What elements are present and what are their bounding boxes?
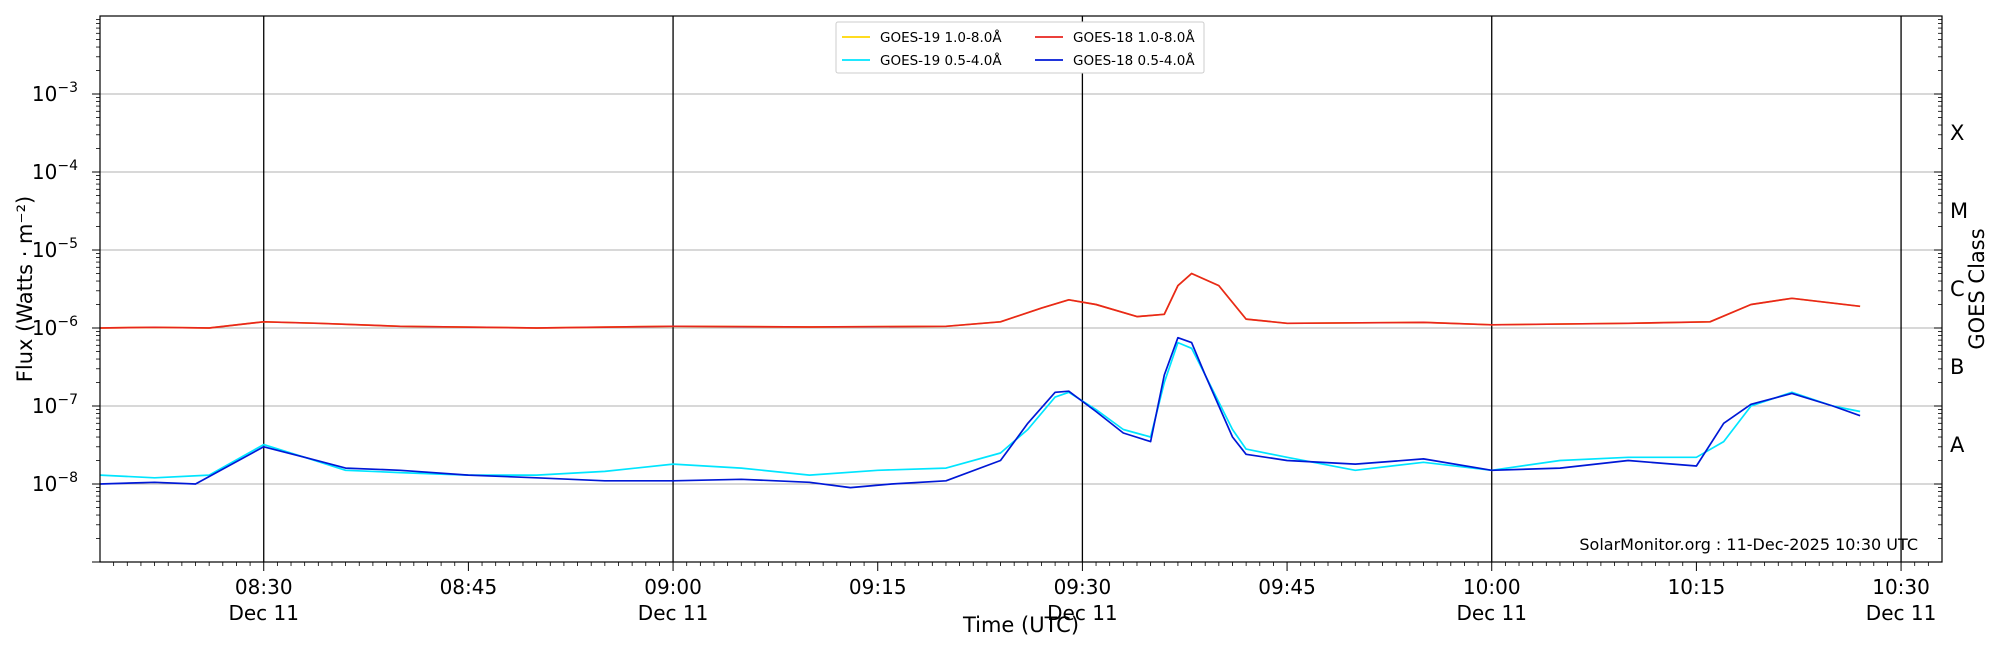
- x-tick-date: Dec 11: [1047, 601, 1118, 625]
- y-tick-label: 10−3: [32, 80, 78, 106]
- x-tick-date: Dec 11: [228, 601, 299, 625]
- legend: GOES-19 1.0-8.0Å GOES-19 0.5-4.0Å GOES-18 …: [835, 21, 1205, 74]
- credit-text: SolarMonitor.org : 11-Dec-2025 10:30 UTC: [1579, 535, 1918, 554]
- x-tick-time: 09:30: [1054, 575, 1112, 599]
- legend-entry: GOES-18 0.5-4.0Å: [1073, 52, 1195, 69]
- goes-class-x: X: [1950, 121, 1964, 145]
- legend-box: [835, 21, 1205, 74]
- x-axis-title: Time (UTC): [962, 613, 1079, 637]
- y-tick-label: 10−7: [32, 392, 78, 418]
- right-axis-title: GOES Class: [1965, 228, 1989, 349]
- x-tick-date: Dec 11: [1866, 601, 1937, 625]
- legend-entry: GOES-19 1.0-8.0Å: [880, 29, 1002, 46]
- gridlines: [100, 93, 1942, 485]
- goes-class-a: A: [1950, 433, 1965, 457]
- legend-entry: GOES-19 0.5-4.0Å: [880, 52, 1002, 69]
- series-line-2: [99, 341, 1861, 479]
- x-tick-time: 09:00: [644, 575, 702, 599]
- goes-class-c: C: [1950, 277, 1965, 301]
- x-tick-date: Dec 11: [1456, 601, 1527, 625]
- y-tick-label: 10−5: [32, 236, 78, 262]
- x-tick-time: 09:15: [849, 575, 907, 599]
- goes-class-axis: A B C M X: [1934, 19, 1968, 539]
- series-line-1: [99, 272, 1861, 329]
- y-tick-label: 10−8: [32, 470, 78, 496]
- goes-class-b: B: [1950, 355, 1964, 379]
- x-tick-time: 10:15: [1668, 575, 1726, 599]
- series-line-3: [99, 336, 1861, 489]
- goes-class-m: M: [1950, 199, 1968, 223]
- x-tick-time: 08:45: [440, 575, 498, 599]
- x-tick-time: 10:30: [1872, 575, 1930, 599]
- legend-entry: GOES-18 1.0-8.0Å: [1073, 29, 1195, 46]
- plot-frame: [99, 15, 1943, 563]
- x-tick-time: 09:45: [1258, 575, 1316, 599]
- y-axis-title: Flux (Watts · m⁻²): [13, 196, 37, 382]
- x-tick-date: Dec 11: [638, 601, 709, 625]
- series-layer: [99, 272, 1861, 489]
- y-tick-label: 10−6: [32, 314, 78, 340]
- x-tick-time: 10:00: [1463, 575, 1521, 599]
- y-tick-label: 10−4: [32, 158, 78, 184]
- y-axis: 10−8 10−7 10−6 10−5 10−4 10−3: [32, 19, 100, 563]
- x-tick-time: 08:30: [235, 575, 293, 599]
